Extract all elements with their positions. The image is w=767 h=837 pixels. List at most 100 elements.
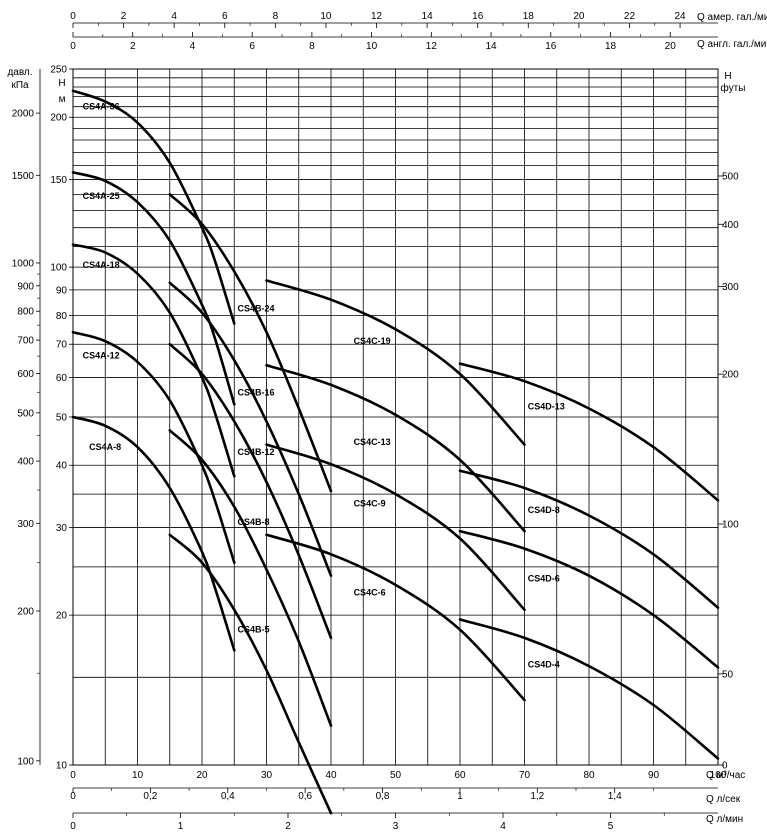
feet-tick-label: 500: [722, 172, 739, 183]
bottom-ls-tick-label: 1: [457, 791, 463, 802]
y-tick-label: 100: [50, 263, 67, 274]
y-tick-label: 20: [56, 611, 68, 622]
curve-label-cs4d-6: CS4D-6: [528, 573, 560, 583]
curve-cs4c-6: [265, 533, 526, 702]
curve-cs4b-8: [168, 429, 333, 727]
curve-cs4b-5: [168, 533, 333, 815]
curve-cs4a-12: [71, 330, 236, 564]
kpa-tick-label: 200: [17, 606, 34, 617]
feet-axis-label-h: H: [724, 71, 731, 82]
curve-cs4d-13: [458, 362, 720, 502]
top-uk-tick-label: 2: [130, 41, 136, 52]
feet-tick-label: 50: [722, 669, 734, 680]
bottom-ls-tick-label: 1,2: [530, 791, 544, 802]
curve-cs4d-6: [458, 529, 720, 669]
bottom-lmin-tick-label: 1: [178, 821, 184, 832]
top-uk-tick-label: 20: [665, 41, 677, 52]
kpa-tick-label: 500: [17, 408, 34, 419]
top-us-tick-label: 12: [371, 11, 383, 22]
top-us-tick-label: 8: [273, 11, 279, 22]
curve-label-cs4b-5: CS4B-5: [237, 625, 269, 635]
x-tick-label: 90: [648, 770, 660, 781]
y-axis-label-h: H: [58, 78, 65, 89]
feet-tick-label: 0: [722, 761, 728, 772]
top-uk-tick-label: 0: [70, 41, 76, 52]
x-tick-label: 20: [196, 770, 208, 781]
kpa-tick-label: 600: [17, 369, 34, 380]
curve-label-cs4c-9: CS4C-9: [354, 499, 386, 509]
x-axis-label: Q м³/час: [706, 770, 745, 781]
top-us-axis-label: Q амер. гал./мин: [697, 12, 767, 23]
top-us-tick-label: 14: [422, 11, 434, 22]
y-tick-label: 80: [56, 311, 68, 322]
top-us-tick-label: 16: [472, 11, 484, 22]
curve-cs4d-8: [458, 469, 720, 609]
curve-cs4c-9: [265, 443, 526, 612]
kpa-tick-label: 1500: [12, 171, 35, 182]
bottom-lmin-tick-label: 4: [500, 821, 506, 832]
curve-label-cs4c-6: CS4C-6: [354, 588, 386, 598]
top-uk-tick-label: 16: [545, 41, 557, 52]
kpa-tick-label: 2000: [12, 109, 35, 120]
bottom-ls-tick-label: 0,4: [221, 791, 235, 802]
top-us-tick-label: 2: [121, 11, 127, 22]
curve-cs4d-4: [458, 618, 720, 760]
bottom-ls-tick-label: 0,8: [376, 791, 390, 802]
curve-label-cs4b-12: CS4B-12: [237, 447, 274, 457]
kpa-tick-label: 800: [17, 307, 34, 318]
top-uk-tick-label: 18: [605, 41, 617, 52]
top-uk-tick-label: 12: [426, 41, 438, 52]
curve-cs4b-24: [168, 193, 333, 493]
grid: [72, 68, 719, 766]
bottom-ls-tick-label: 1,4: [608, 791, 622, 802]
curve-label-cs4d-4: CS4D-4: [528, 660, 560, 670]
top-us-tick-label: 10: [320, 11, 332, 22]
kpa-axis-label-2: кПа: [11, 80, 29, 91]
feet-tick-label: 200: [722, 370, 739, 381]
bottom-lmin-tick-label: 3: [393, 821, 399, 832]
x-tick-label: 80: [583, 770, 595, 781]
curve-label-cs4a-18: CS4A-18: [83, 260, 120, 270]
bottom-lmin-tick-label: 2: [285, 821, 291, 832]
curve-cs4a-36: [71, 89, 236, 325]
y-tick-label: 50: [56, 413, 68, 424]
curve-label-cs4c-19: CS4C-19: [354, 336, 391, 346]
kpa-tick-label: 1000: [12, 258, 35, 269]
bottom-ls-tick-label: 0,6: [298, 791, 312, 802]
top-us-tick-label: 22: [624, 11, 636, 22]
y-tick-label: 250: [50, 65, 67, 76]
curve-cs4a-25: [71, 171, 236, 406]
curve-cs4b-12: [168, 342, 333, 640]
feet-tick-label: 100: [722, 520, 739, 531]
kpa-tick-label: 400: [17, 457, 34, 468]
x-tick-label: 100: [710, 770, 727, 781]
curve-cs4c-13: [265, 364, 526, 533]
top-us-tick-label: 0: [70, 11, 76, 22]
bottom-ls-tick-label: 0,2: [143, 791, 157, 802]
y-tick-label: 10: [56, 761, 68, 772]
curve-label-cs4b-16: CS4B-16: [237, 387, 274, 397]
y-axis-label-unit: м: [59, 94, 66, 105]
top-us-tick-label: 24: [674, 11, 686, 22]
y-tick-label: 90: [56, 285, 68, 296]
top-uk-tick-label: 6: [249, 41, 255, 52]
curve-cs4b-16: [168, 281, 333, 577]
x-tick-label: 60: [454, 770, 466, 781]
kpa-axis-label-1: давл.: [7, 67, 32, 78]
top-us-tick-label: 18: [523, 11, 535, 22]
top-uk-tick-label: 10: [366, 41, 378, 52]
x-tick-label: 40: [325, 770, 337, 781]
y-tick-label: 150: [50, 175, 67, 186]
y-tick-label: 30: [56, 523, 68, 534]
curves: [71, 89, 720, 815]
top-us-tick-label: 4: [171, 11, 177, 22]
top-uk-axis-label: Q англ. гал./мин: [697, 39, 767, 50]
curve-label-cs4a-25: CS4A-25: [83, 191, 120, 201]
y-tick-label: 70: [56, 340, 68, 351]
curve-label-cs4b-8: CS4B-8: [237, 517, 269, 527]
kpa-tick-label: 100: [17, 756, 34, 767]
curve-cs4a-8: [71, 415, 236, 652]
y-tick-label: 60: [56, 373, 68, 384]
